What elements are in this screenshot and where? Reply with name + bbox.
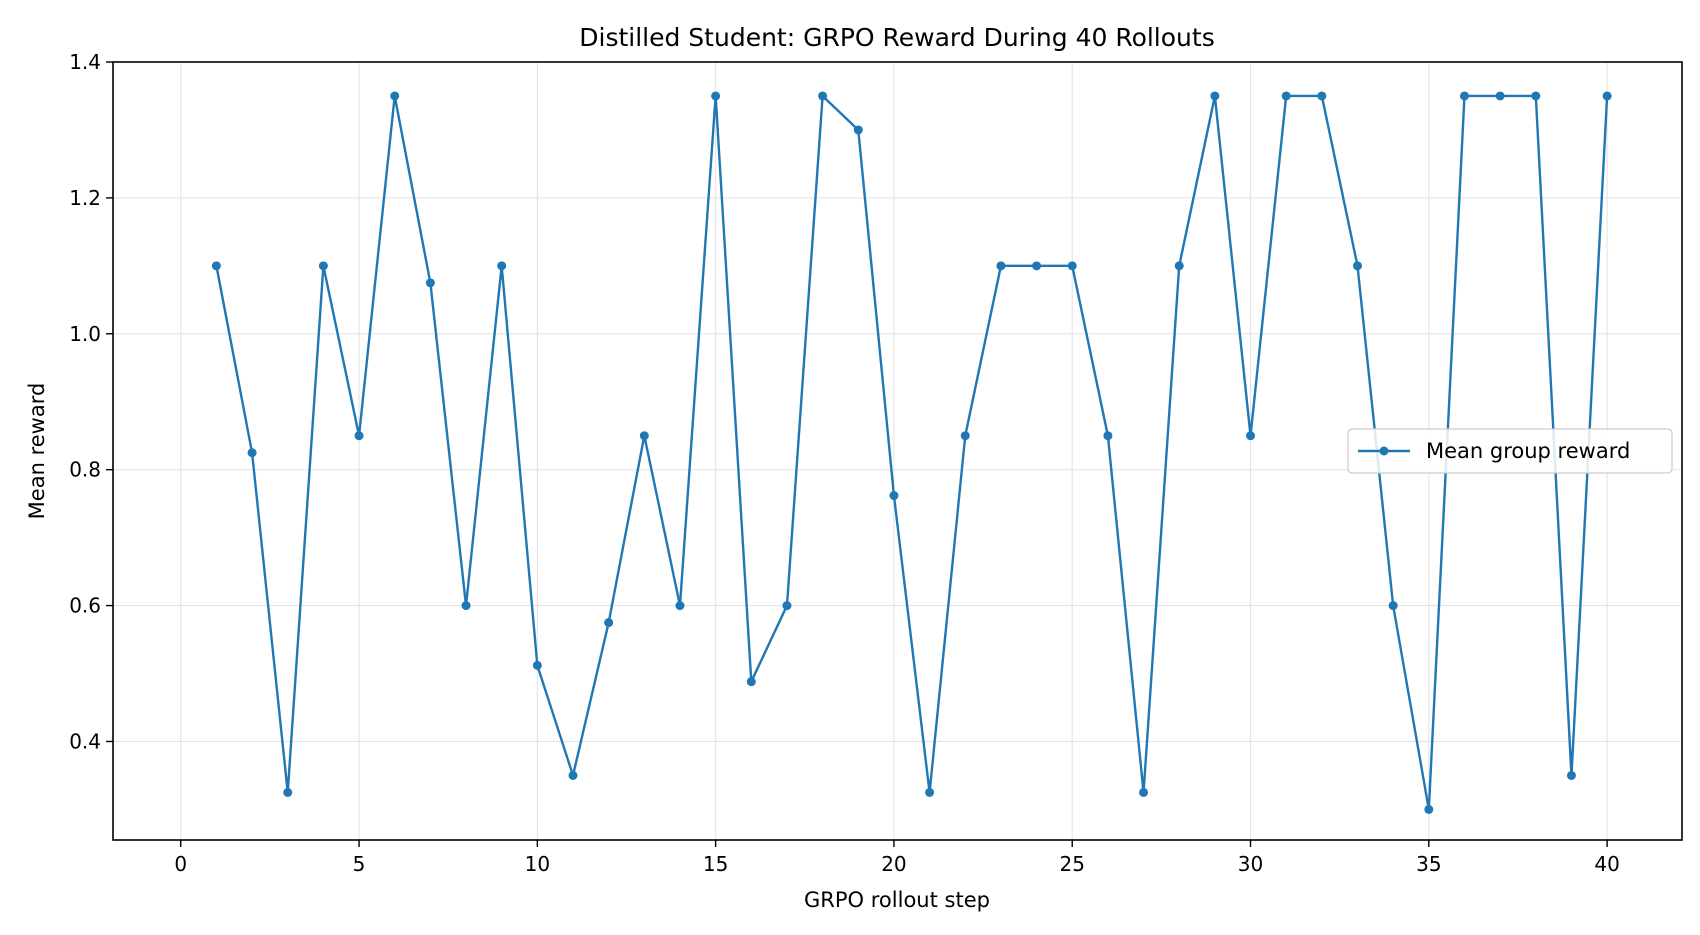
data-point xyxy=(960,431,970,441)
data-point xyxy=(1531,91,1541,101)
data-point xyxy=(604,618,614,628)
y-tick-label: 0.4 xyxy=(69,729,101,753)
data-point xyxy=(1566,770,1576,780)
legend-label: Mean group reward xyxy=(1426,439,1630,463)
y-tick-label: 0.6 xyxy=(69,594,101,618)
data-point xyxy=(1210,91,1220,101)
data-point xyxy=(1067,261,1077,271)
x-tick-label: 30 xyxy=(1238,852,1263,876)
data-point xyxy=(1459,91,1469,101)
data-point xyxy=(1174,261,1184,271)
data-point xyxy=(1388,601,1398,611)
x-tick-label: 0 xyxy=(174,852,187,876)
x-tick-label: 5 xyxy=(353,852,366,876)
data-point xyxy=(461,601,471,611)
y-tick-label: 1.4 xyxy=(69,50,101,74)
data-point xyxy=(639,431,649,441)
x-tick-label: 10 xyxy=(525,852,550,876)
x-tick-label: 20 xyxy=(881,852,906,876)
data-point xyxy=(1281,91,1291,101)
data-point xyxy=(711,91,721,101)
data-point xyxy=(1139,787,1149,797)
x-tick-label: 15 xyxy=(703,852,728,876)
data-point xyxy=(425,278,435,288)
legend-marker-swatch xyxy=(1379,446,1389,456)
data-point xyxy=(283,787,293,797)
legend: Mean group reward xyxy=(1347,428,1673,474)
data-point xyxy=(532,660,542,670)
x-axis-label: GRPO rollout step xyxy=(804,888,990,912)
data-point xyxy=(675,601,685,611)
data-point xyxy=(746,677,756,687)
y-tick-label: 1.2 xyxy=(69,186,101,210)
data-point xyxy=(1353,261,1363,271)
plot-frame xyxy=(112,61,1683,841)
data-point xyxy=(996,261,1006,271)
data-point xyxy=(782,601,792,611)
data-point xyxy=(1103,431,1113,441)
data-point xyxy=(1424,804,1434,814)
data-point xyxy=(247,448,257,458)
legend-frame xyxy=(1347,428,1673,474)
data-point xyxy=(390,91,400,101)
data-point xyxy=(318,261,328,271)
data-point xyxy=(1032,261,1042,271)
data-point xyxy=(568,770,578,780)
x-tick-label: 35 xyxy=(1416,852,1441,876)
data-point xyxy=(925,787,935,797)
y-tick-label: 0.8 xyxy=(69,458,101,482)
data-point xyxy=(889,491,899,501)
data-point xyxy=(1602,91,1612,101)
data-point xyxy=(497,261,507,271)
x-tick-label: 40 xyxy=(1594,852,1619,876)
data-point xyxy=(1495,91,1505,101)
data-point xyxy=(354,431,364,441)
data-point xyxy=(853,125,863,135)
data-point xyxy=(1246,431,1256,441)
data-point xyxy=(1317,91,1327,101)
data-point xyxy=(211,261,221,271)
y-tick-label: 1.0 xyxy=(69,322,101,346)
y-axis-label: Mean reward xyxy=(25,383,49,520)
data-point xyxy=(818,91,828,101)
y-axis-ticks: 0.4 0.6 0.8 1.0 1.2 1.4 xyxy=(69,50,113,753)
chart-title: Distilled Student: GRPO Reward During 40… xyxy=(579,23,1214,52)
x-axis-ticks: 0 5 10 15 20 25 30 35 40 xyxy=(174,840,1620,876)
x-tick-label: 25 xyxy=(1060,852,1085,876)
